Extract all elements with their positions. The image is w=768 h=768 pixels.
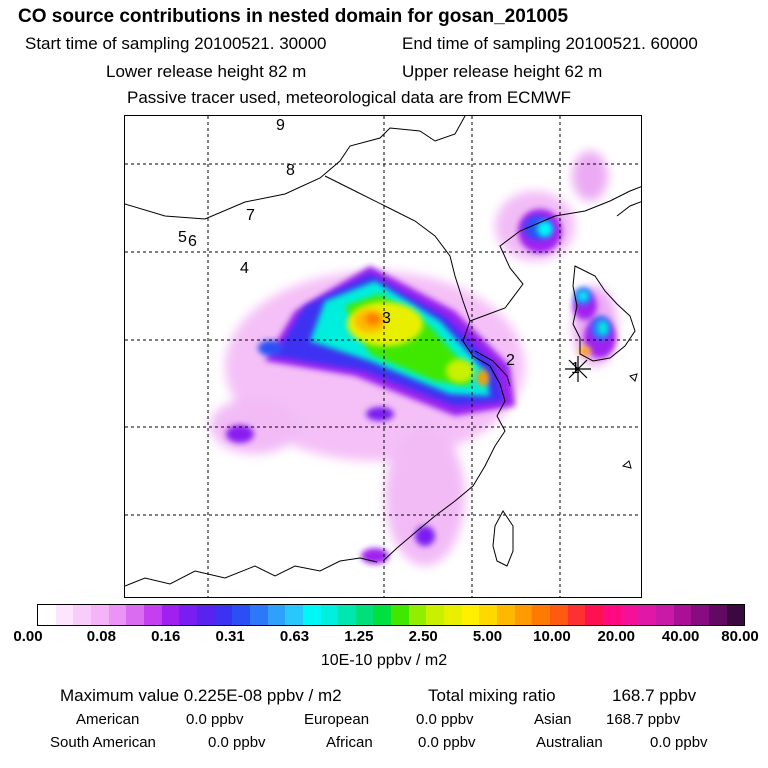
track-label-1: 1 [571,360,580,377]
colorbar-swatch [514,605,533,625]
colorbar-swatch [444,605,462,625]
colorbar-tick-label: 0.00 [13,628,43,645]
colorbar-tick-label: 40.00 [661,628,700,645]
colorbar-swatch [550,605,568,625]
total-mixing-value: 168.7 ppbv [612,686,697,705]
colorbar-swatch [232,605,250,625]
colorbar-swatch [497,605,515,625]
american-label: American [76,711,140,728]
map-panel: 9 8 7 5 6 4 3 2 1 [124,115,642,598]
coastlines [125,116,641,587]
track-label-6: 6 [188,233,197,250]
colorbar-swatch [249,605,268,625]
track-label-2: 2 [506,352,515,369]
colorbar-swatch [90,605,109,625]
track-label-8: 8 [286,162,295,179]
colorbar-swatch [708,605,727,625]
end-time: End time of sampling 20100521. 60000 [402,34,698,53]
colorbar-swatch [285,605,303,625]
receptor-asterisk-icon [565,356,591,382]
colorbar-swatch [585,605,603,625]
colorbar-swatch [73,605,91,625]
south-american-label: South American [50,734,156,751]
colorbar-tick-label: 5.00 [472,628,503,645]
track-label-7: 7 [246,207,255,224]
colorbar-swatch [479,605,498,625]
south-american-value: 0.0 ppbv [208,734,266,751]
colorbar-tick-label: 0.16 [151,628,181,645]
colorbar-swatch [408,605,427,625]
track-label-9: 9 [276,117,285,134]
african-label: African [326,734,373,751]
european-label: European [304,711,370,728]
asian-value: 168.7 ppbv [606,711,681,728]
colorbar-swatch [302,605,321,625]
asian-label: Asian [534,711,572,728]
colorbar-swatch [532,605,551,625]
colorbar-swatch [391,605,409,625]
colorbar-swatch [567,605,586,625]
track-label-4: 4 [240,260,249,277]
tracer-note: Passive tracer used, meteorological data… [127,88,572,107]
colorbar [37,604,745,626]
total-mixing-label: Total mixing ratio [428,686,556,705]
colorbar-swatch [267,605,286,625]
colorbar-swatch [38,605,56,625]
colorbar-tick-label: 2.50 [408,628,438,645]
lower-release-height: Lower release height 82 m [106,62,307,81]
colorbar-tick-label: 1.25 [344,628,374,645]
figure-title: CO source contributions in nested domain… [18,6,569,27]
concentration-field [210,151,617,566]
colorbar-swatch [726,605,745,625]
colorbar-swatch [320,605,339,625]
colorbar-swatch [143,605,162,625]
colorbar-tick-label: 0.08 [86,628,116,645]
colorbar-tick-label: 0.31 [215,628,245,645]
colorbar-swatch [161,605,180,625]
australian-value: 0.0 ppbv [650,734,708,751]
colorbar-swatch [426,605,445,625]
colorbar-swatch [603,605,621,625]
colorbar-swatch [655,605,674,625]
colorbar-tick-label: 0.63 [279,628,310,645]
max-value: Maximum value 0.225E-08 ppbv / m2 [60,686,342,705]
colorbar-swatch [179,605,197,625]
colorbar-swatch [373,605,392,625]
track-label-5: 5 [178,229,187,246]
colorbar-unit: 10E-10 ppbv / m2 [320,652,448,669]
track-label-3: 3 [382,310,391,327]
colorbar-tick-label: 10.00 [533,628,571,645]
colorbar-tick-label: 80.00 [721,628,759,645]
australian-label: Australian [536,734,603,751]
colorbar-swatch [673,605,692,625]
colorbar-swatch [691,605,709,625]
colorbar-swatch [126,605,144,625]
colorbar-swatch [55,605,74,625]
colorbar-swatch [461,605,480,625]
colorbar-swatch [620,605,639,625]
grid-lines [125,116,641,597]
map-canvas [125,116,641,597]
upper-release-height: Upper release height 62 m [402,62,603,81]
colorbar-swatch [108,605,127,625]
start-time: Start time of sampling 20100521. 30000 [25,34,327,53]
colorbar-tick-label: 20.00 [597,628,636,645]
colorbar-swatch [355,605,374,625]
european-value: 0.0 ppbv [416,711,474,728]
african-value: 0.0 ppbv [418,734,476,751]
colorbar-swatch [338,605,356,625]
colorbar-swatch [638,605,656,625]
american-value: 0.0 ppbv [186,711,244,728]
colorbar-swatch [196,605,215,625]
colorbar-swatch [214,605,233,625]
